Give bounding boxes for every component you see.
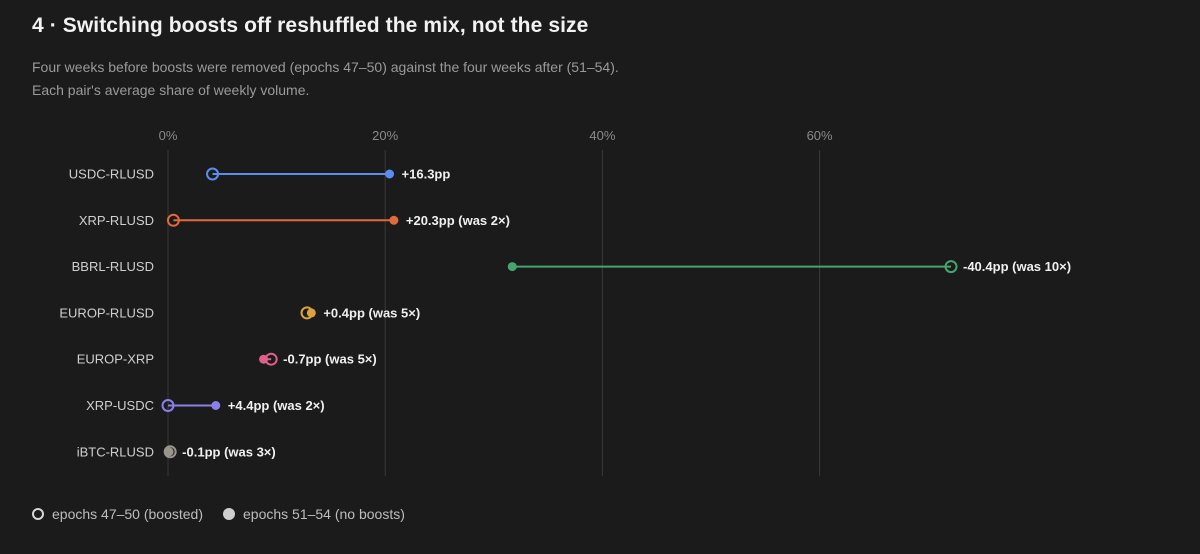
before-point bbox=[161, 399, 175, 412]
before-point bbox=[264, 352, 278, 366]
before-point bbox=[163, 445, 177, 459]
change-label: -0.7pp (was 5×) bbox=[283, 352, 377, 367]
legend-item-boosted: epochs 47–50 (boosted) bbox=[32, 506, 203, 522]
x-tick-label: 20% bbox=[372, 128, 398, 143]
after-point bbox=[385, 169, 395, 179]
row-europ-xrp: EUROP-XRP -0.7pp (was 5×) bbox=[77, 352, 377, 367]
x-axis-ticks: 0% 20% 40% 60% bbox=[159, 128, 833, 143]
row-xrp-usdc: XRP-USDC +4.4pp (was 2×) bbox=[86, 398, 325, 413]
dumbbell-chart: 0% 20% 40% 60% USDC-RLUSD +16.3pp XRP-RLUSD +2… bbox=[59, 128, 1071, 476]
chart-subtitle: Four weeks before boosts were removed (e… bbox=[32, 56, 619, 102]
legend-label-no-boosts: epochs 51–54 (no boosts) bbox=[243, 506, 405, 522]
row-europ-rlusd: EUROP-RLUSD +0.4pp (was 5×) bbox=[59, 305, 420, 320]
after-point bbox=[306, 308, 316, 318]
before-point bbox=[300, 306, 314, 320]
after-point bbox=[164, 447, 174, 457]
chart-rows: USDC-RLUSD +16.3pp XRP-RLUSD +20.3pp (was 2… bbox=[59, 167, 1071, 460]
row-label: EUROP-XRP bbox=[77, 352, 154, 367]
row-xrp-rlusd: XRP-RLUSD +20.3pp (was 2×) bbox=[79, 213, 510, 228]
subtitle-line-2: Each pair's average share of weekly volu… bbox=[32, 82, 310, 98]
change-label: -0.1pp (was 3×) bbox=[182, 444, 276, 459]
after-point bbox=[389, 215, 399, 225]
change-label: +4.4pp (was 2×) bbox=[228, 398, 325, 413]
row-label: BBRL-RLUSD bbox=[72, 259, 154, 274]
row-label: XRP-USDC bbox=[86, 398, 154, 413]
row-label: EUROP-RLUSD bbox=[59, 305, 154, 320]
open-circle-icon bbox=[32, 508, 44, 520]
after-point bbox=[507, 262, 517, 272]
x-tick-label: 0% bbox=[159, 128, 178, 143]
x-tick-label: 60% bbox=[807, 128, 833, 143]
change-label: -40.4pp (was 10×) bbox=[963, 259, 1071, 274]
change-label: +20.3pp (was 2×) bbox=[406, 213, 510, 228]
grid-lines bbox=[167, 150, 821, 476]
change-label: +0.4pp (was 5×) bbox=[323, 305, 420, 320]
legend-item-no-boosts: epochs 51–54 (no boosts) bbox=[223, 506, 405, 522]
row-usdc-rlusd: USDC-RLUSD +16.3pp bbox=[69, 167, 451, 182]
after-point bbox=[211, 401, 221, 410]
row-label: XRP-RLUSD bbox=[79, 213, 154, 228]
before-point bbox=[944, 260, 958, 274]
x-tick-label: 40% bbox=[589, 128, 615, 143]
row-bbrl-rlusd: BBRL-RLUSD -40.4pp (was 10×) bbox=[72, 259, 1071, 274]
before-point bbox=[166, 213, 180, 227]
filled-circle-icon bbox=[223, 508, 235, 520]
legend: epochs 47–50 (boosted) epochs 51–54 (no … bbox=[32, 506, 405, 522]
subtitle-line-1: Four weeks before boosts were removed (e… bbox=[32, 59, 619, 75]
row-ibtc-rlusd: iBTC-RLUSD -0.1pp (was 3×) bbox=[77, 444, 276, 459]
row-label: USDC-RLUSD bbox=[69, 167, 154, 182]
change-label: +16.3pp bbox=[402, 167, 451, 182]
before-point bbox=[206, 167, 220, 181]
chart-title: 4 · Switching boosts off reshuffled the … bbox=[32, 14, 589, 37]
legend-label-boosted: epochs 47–50 (boosted) bbox=[52, 506, 203, 522]
row-label: iBTC-RLUSD bbox=[77, 444, 154, 459]
